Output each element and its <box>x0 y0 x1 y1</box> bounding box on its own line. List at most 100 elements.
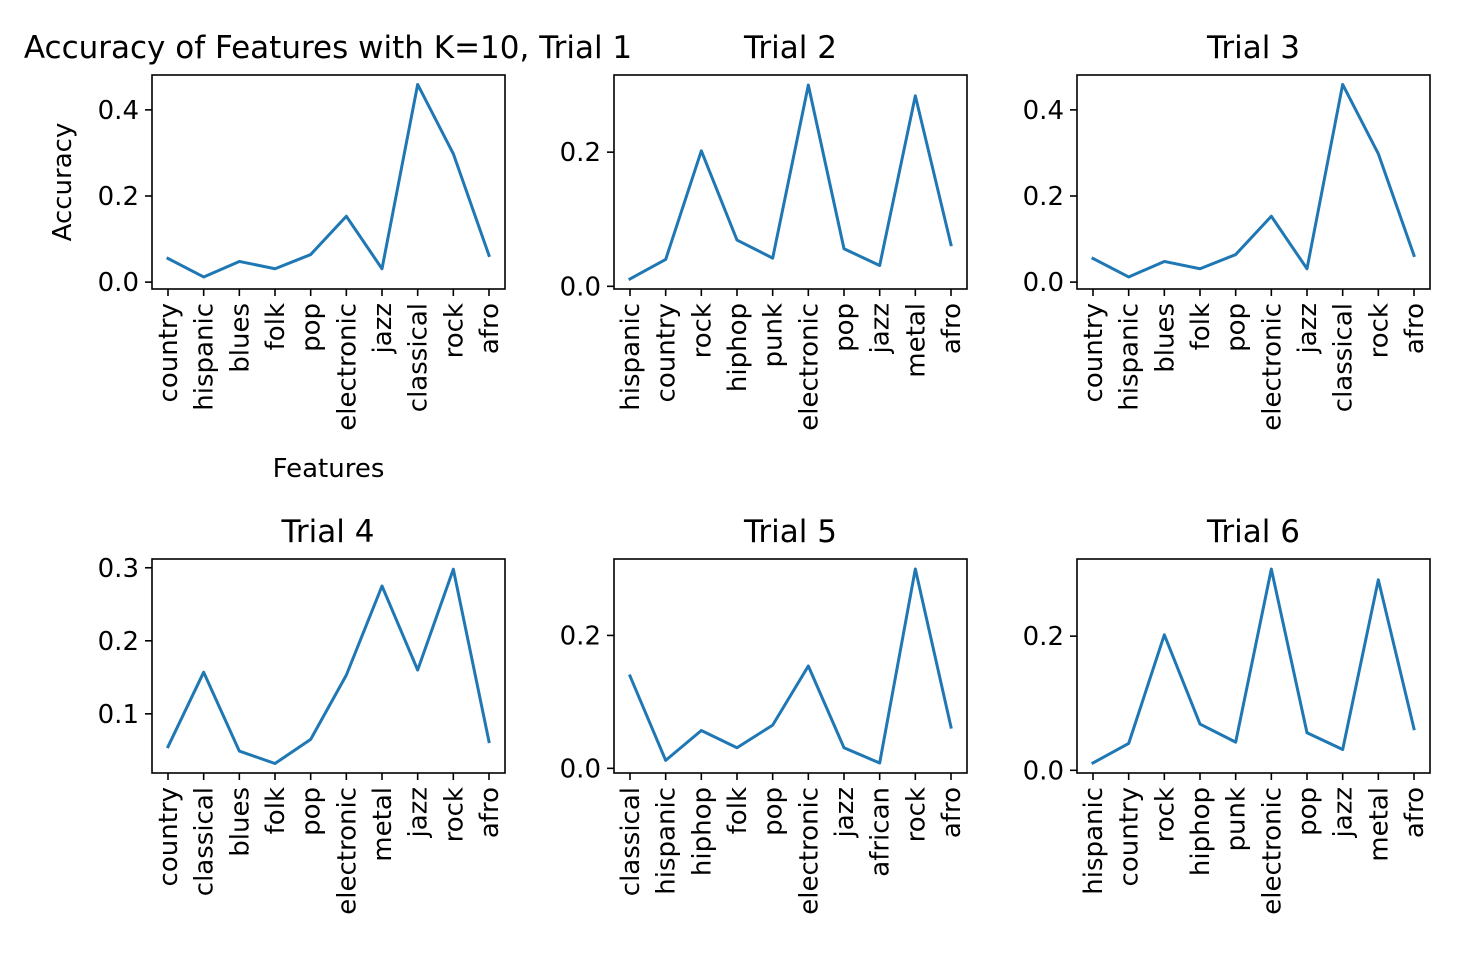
subplot-1: Accuracy of Features with K=10, Trial 1 0… <box>24 30 632 484</box>
series-line <box>627 83 953 281</box>
y-axis-label: Accuracy <box>48 123 78 242</box>
x-tick-label: pop <box>1222 303 1252 352</box>
x-tick-label: rock <box>687 303 717 358</box>
series-line <box>165 567 491 766</box>
axes-frame <box>1076 74 1431 290</box>
x-tick-label: folk <box>1186 303 1216 350</box>
subplot-2: Trial 2 0.0 0.2 hispanic country rock hiphop pu… <box>560 30 968 431</box>
x-tick-label: metal <box>901 303 931 378</box>
x-tick-label: hispanic <box>1115 303 1145 411</box>
x-tick-label: afro <box>1400 787 1430 838</box>
subplot-title: Accuracy of Features with K=10, Trial 1 <box>24 30 632 66</box>
y-tick-label: 0.0 <box>560 272 601 302</box>
x-tick-label: punk <box>759 303 789 368</box>
subplot-title: Trial 5 <box>743 514 837 550</box>
x-tick-label: afro <box>937 787 967 838</box>
x-tick-label: jazz <box>1329 787 1359 838</box>
subplot-5: Trial 5 0.0 0.2 classical hispanic hiphop folk… <box>560 514 968 915</box>
x-tick-label: jazz <box>866 303 896 354</box>
x-tick-label: jazz <box>368 303 398 354</box>
subplot-4: Trial 4 0.1 0.2 0.3 country classical blues fol… <box>98 514 506 915</box>
x-tick-label: metal <box>368 787 398 862</box>
x-tick-label: african <box>866 787 896 877</box>
x-tick-label: folk <box>261 303 291 350</box>
series-line <box>628 567 953 765</box>
y-tick-label: 0.4 <box>1023 96 1064 126</box>
x-tick-label: jazz <box>1293 303 1323 354</box>
x-tick-label: rock <box>439 787 469 842</box>
subplot-title: Trial 3 <box>1206 30 1300 66</box>
x-tick-label: jazz <box>830 787 860 838</box>
subplot-6: Trial 6 0.0 0.2 hispanic country rock hiphop pu… <box>1023 514 1431 915</box>
x-tick-label: punk <box>1222 787 1252 852</box>
x-tick-label: electronic <box>332 787 362 915</box>
x-tick-label: rock <box>901 787 931 842</box>
x-tick-label: folk <box>261 787 291 834</box>
x-tick-label: afro <box>475 787 505 838</box>
x-tick-label: country <box>652 303 682 402</box>
subplot-title: Trial 6 <box>1206 514 1300 550</box>
x-tick-label: electronic <box>794 787 824 915</box>
x-tick-label: hispanic <box>1079 787 1109 895</box>
x-tick-label: pop <box>297 303 327 352</box>
y-tick-label: 0.2 <box>98 627 139 657</box>
x-tick-label: rock <box>1364 303 1394 358</box>
x-tick-label: hiphop <box>1186 787 1216 876</box>
y-tick-label: 0.0 <box>1023 756 1064 786</box>
x-tick-label: electronic <box>332 303 362 431</box>
axes-frame <box>613 558 968 774</box>
axes-frame <box>151 74 506 290</box>
x-tick-label: afro <box>937 303 967 354</box>
x-tick-label: blues <box>1150 303 1180 373</box>
subplot-title: Trial 2 <box>743 30 837 66</box>
x-tick-label: classical <box>190 787 220 896</box>
y-tick-label: 0.2 <box>1023 622 1064 652</box>
x-tick-label: afro <box>1400 303 1430 354</box>
x-tick-label: pop <box>830 303 860 352</box>
y-tick-label: 0.2 <box>98 182 139 212</box>
axes-frame <box>151 558 506 774</box>
x-tick-label: classical <box>1329 303 1359 412</box>
x-tick-label: hispanic <box>652 787 682 895</box>
x-tick-label: hiphop <box>687 787 717 876</box>
y-tick-label: 0.2 <box>560 138 601 168</box>
axes-frame <box>613 74 968 290</box>
y-tick-label: 0.0 <box>1023 268 1064 298</box>
y-tick-label: 0.3 <box>98 554 139 584</box>
x-tick-label: hiphop <box>723 303 753 392</box>
x-tick-label: electronic <box>794 303 824 431</box>
series-line <box>1090 567 1416 765</box>
x-tick-label: rock <box>1150 787 1180 842</box>
y-tick-label: 0.0 <box>560 754 601 784</box>
x-tick-label: metal <box>1364 787 1394 862</box>
x-tick-label: folk <box>723 787 753 834</box>
x-tick-label: hispanic <box>616 303 646 411</box>
y-tick-label: 0.2 <box>1023 182 1064 212</box>
series-line <box>165 82 491 279</box>
x-tick-label: classical <box>616 787 646 896</box>
subplot-3: Trial 3 0.0 0.2 0.4 country hispanic blues folk… <box>1023 30 1431 431</box>
x-tick-label: afro <box>475 303 505 354</box>
x-tick-label: rock <box>439 303 469 358</box>
x-tick-label: classical <box>404 303 434 412</box>
series-line <box>1090 82 1416 279</box>
x-tick-label: electronic <box>1257 787 1287 915</box>
x-tick-label: country <box>154 303 184 402</box>
x-tick-label: blues <box>225 303 255 373</box>
x-tick-label: country <box>1115 787 1145 886</box>
y-tick-label: 0.0 <box>98 268 139 298</box>
x-axis-label: Features <box>273 454 385 484</box>
x-tick-label: country <box>1079 303 1109 402</box>
x-tick-label: pop <box>759 787 789 836</box>
x-tick-label: pop <box>297 787 327 836</box>
y-tick-label: 0.4 <box>98 96 139 126</box>
x-tick-label: country <box>154 787 184 886</box>
x-tick-label: jazz <box>404 787 434 838</box>
x-tick-label: electronic <box>1257 303 1287 431</box>
x-tick-label: hispanic <box>190 303 220 411</box>
x-tick-label: blues <box>225 787 255 857</box>
axes-frame <box>1076 558 1431 774</box>
y-tick-label: 0.2 <box>560 621 601 651</box>
subplot-title: Trial 4 <box>281 514 375 550</box>
